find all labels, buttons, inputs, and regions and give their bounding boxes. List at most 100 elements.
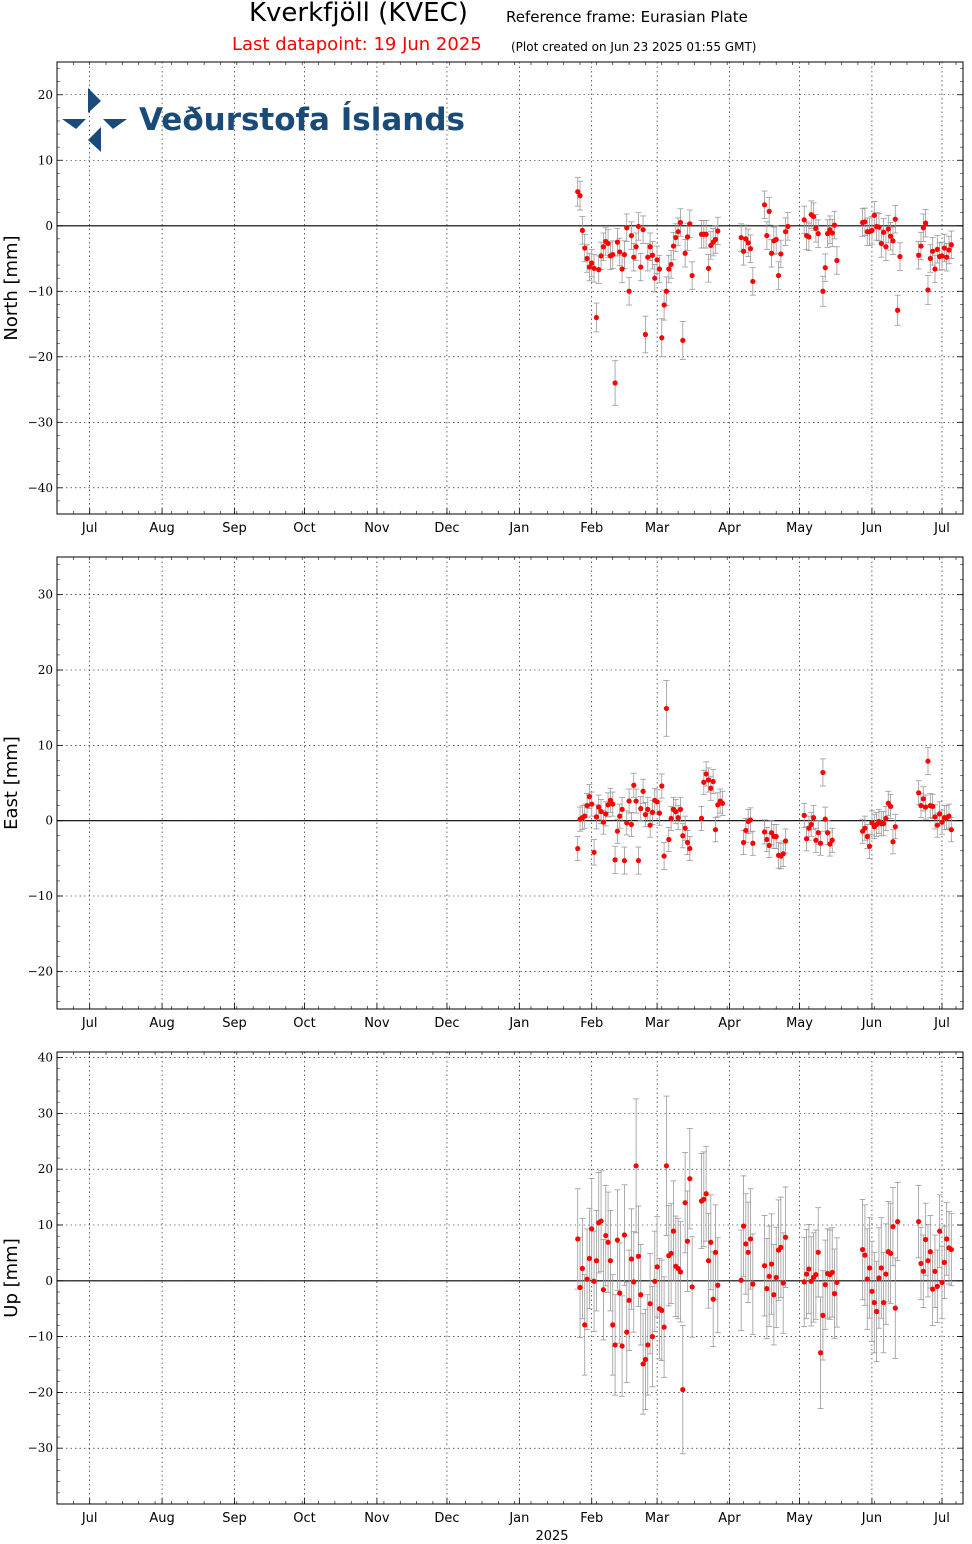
data-point: [670, 243, 677, 249]
data-point: [881, 229, 887, 235]
y-tick-label: −20: [28, 1385, 53, 1399]
month-tick-label: Jul: [933, 521, 950, 536]
data-point: [593, 1258, 599, 1264]
data-point: [895, 307, 901, 313]
data-point: [654, 257, 660, 263]
data-point: [677, 219, 684, 226]
data-point: [659, 335, 665, 341]
month-tick-label: Feb: [580, 521, 603, 536]
data-point: [927, 255, 933, 262]
data-point: [703, 231, 709, 237]
data-point: [934, 246, 940, 252]
data-point: [654, 1264, 660, 1270]
data-point: [925, 758, 931, 764]
data-point: [923, 1236, 929, 1243]
data-point: [866, 843, 873, 849]
data-point: [621, 857, 628, 864]
data-point: [829, 837, 835, 843]
data-point: [740, 839, 747, 846]
data-point: [883, 244, 889, 250]
data-point: [773, 1274, 779, 1281]
month-tick-label: Jul: [81, 521, 98, 536]
data-point: [682, 250, 688, 256]
data-point: [659, 1307, 665, 1313]
data-point: [631, 782, 637, 788]
data-point: [743, 1241, 749, 1247]
data-point: [598, 809, 604, 815]
data-point: [642, 1356, 649, 1363]
data-point: [771, 1292, 777, 1298]
data-point: [768, 1261, 775, 1267]
data-point: [761, 1263, 768, 1269]
logo-shape: [62, 119, 86, 129]
month-tick-label: Jan: [508, 521, 529, 536]
data-point: [703, 1191, 709, 1197]
data-point: [822, 816, 828, 822]
month-tick-label: Jan: [508, 1016, 529, 1031]
data-point: [927, 1249, 933, 1255]
data-point: [708, 1239, 714, 1245]
data-point: [577, 1284, 583, 1291]
data-point: [869, 1288, 875, 1294]
data-point: [584, 803, 590, 809]
data-point: [829, 230, 835, 236]
data-point: [820, 288, 826, 294]
data-point: [645, 254, 651, 260]
data-point: [586, 264, 592, 270]
data-point: [869, 227, 875, 233]
data-point: [593, 314, 599, 321]
plot-frame: [56, 61, 964, 515]
data-point: [813, 225, 819, 231]
data-point: [687, 845, 693, 852]
data-point: [712, 1249, 719, 1255]
data-point: [642, 331, 649, 338]
data-point: [743, 236, 749, 242]
data-point: [897, 253, 903, 260]
data-point: [663, 705, 670, 712]
data-point: [829, 1269, 835, 1276]
data-point: [740, 1223, 747, 1229]
data-point: [603, 811, 609, 817]
y-tick-label: 0: [45, 1274, 53, 1288]
data-point: [930, 803, 936, 809]
data-point: [705, 1258, 712, 1264]
data-point: [862, 825, 868, 831]
data-point: [878, 1265, 884, 1271]
data-point: [810, 815, 817, 821]
data-point: [831, 222, 838, 228]
data-point: [934, 822, 940, 828]
data-point: [701, 1196, 707, 1202]
data-point: [710, 1296, 716, 1302]
data-point: [673, 809, 679, 815]
data-point: [582, 1322, 588, 1328]
data-point: [614, 1237, 621, 1243]
data-point: [600, 819, 607, 825]
data-point: [801, 812, 807, 818]
data-point: [745, 240, 751, 246]
data-point: [626, 798, 632, 804]
data-point: [815, 1249, 821, 1255]
data-point: [647, 244, 653, 250]
data-point: [640, 1361, 646, 1367]
data-point: [827, 841, 833, 847]
data-point: [803, 836, 810, 842]
data-point: [888, 233, 894, 239]
data-point: [591, 849, 597, 855]
data-point: [782, 229, 789, 235]
y-tick-label: 30: [38, 588, 53, 602]
data-point: [680, 1387, 686, 1393]
month-tick-label: Jul: [933, 1016, 950, 1031]
month-tick-label: Mar: [645, 1511, 670, 1526]
data-point: [619, 1343, 625, 1349]
data-point: [813, 1272, 819, 1278]
data-point: [614, 239, 621, 245]
data-point: [937, 811, 943, 817]
month-tick-label: Apr: [718, 521, 741, 536]
data-point: [930, 1286, 936, 1292]
data-point: [598, 1218, 604, 1224]
data-point: [635, 1253, 642, 1259]
data-point: [892, 216, 898, 222]
y-tick-label: −30: [28, 415, 53, 429]
year-label: 2025: [535, 1529, 568, 1544]
data-point: [747, 817, 754, 823]
